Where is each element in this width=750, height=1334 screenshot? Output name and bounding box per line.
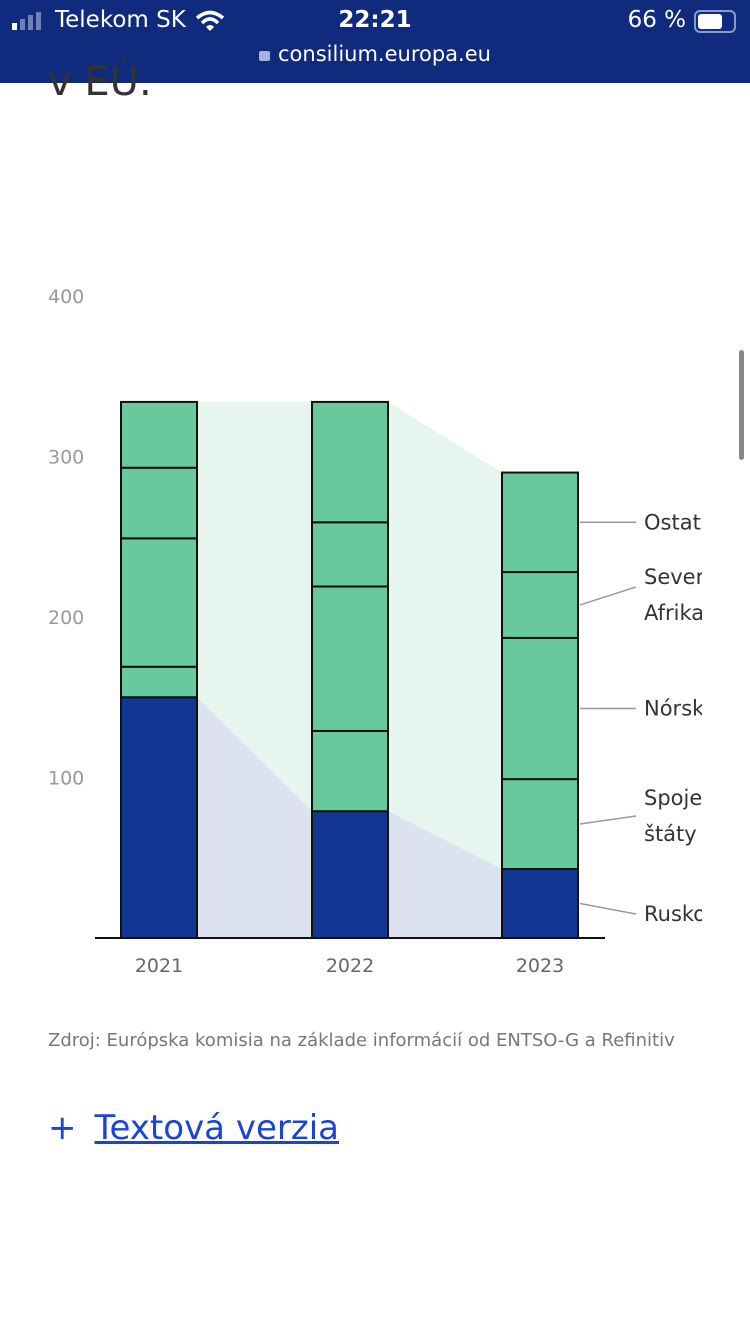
stacked-bar-chart: 100 200 300 400 2021 2022 2023 Rusko Spojené štát… [48,286,730,977]
bar-segment-2021-2 [120,537,198,668]
legend-leader-line [579,586,637,606]
bar-segment-2023-0 [501,867,579,939]
text-version-link[interactable]: Textová verzia [94,1108,339,1148]
bar-segment-2022-1 [311,729,389,813]
bar-segment-2022-0 [311,810,389,940]
bar-segment-2022-3 [311,521,389,588]
x-tick-label: 2023 [516,955,564,977]
bar-segment-2023-2 [501,636,579,781]
source-note: Zdroj: Európska komisia na základe infor… [48,1030,675,1051]
legend-label: štáty [644,822,697,846]
carrier: Telekom SK [55,7,186,33]
legend: Rusko Spojené štáty Nórsko Severná Afrika Osta… [644,510,730,926]
legend-label: Afrika [644,601,704,625]
bar-segment-2022-2 [311,585,389,732]
plus-icon: + [48,1108,77,1148]
signal-icon [12,12,41,30]
text-version-toggle[interactable]: + Textová verzia [48,1108,339,1148]
battery-percent: 66 % [627,7,686,33]
legend-label: Nórsko [644,696,716,720]
bar-segment-2023-4 [501,471,579,574]
y-tick-label: 400 [48,286,84,308]
legend-label: Severná [644,565,730,589]
legend-leader-line [579,815,637,825]
x-tick-label: 2021 [135,955,183,977]
legend-label: Rusko [644,902,706,926]
y-tick-label: 200 [48,607,84,629]
clock: 22:21 [338,7,412,33]
connector-area-russia [197,697,312,938]
legend-label: Ostatné [644,510,727,534]
connector-area-russia [388,811,502,938]
connector-area-other [388,401,502,869]
y-tick-label: 300 [48,447,84,469]
bar-segment-2021-4 [120,400,198,469]
bar-segment-2023-3 [501,571,579,639]
legend-leader-line [579,902,637,915]
url-bar[interactable]: consilium.europa.eu [0,42,750,66]
legend-label: Spojené [644,786,729,810]
bar-segment-2021-0 [120,696,198,939]
y-tick-label: 100 [48,768,84,790]
lock-icon [259,51,271,61]
status-bar: Telekom SK 22:21 66 % consilium.europa.e… [0,0,750,83]
battery-icon [694,10,736,33]
x-tick-label: 2022 [326,955,374,977]
bar-segment-2023-1 [501,778,579,870]
page-heading: v EÚ. [48,60,152,98]
bar-segment-2021-1 [120,665,198,699]
url-text: consilium.europa.eu [278,42,491,66]
scrollbar[interactable] [739,350,744,460]
bar-segment-2021-3 [120,466,198,540]
bar-segment-2022-4 [311,400,389,524]
connector-area-other [197,401,312,812]
wifi-icon [195,10,225,31]
